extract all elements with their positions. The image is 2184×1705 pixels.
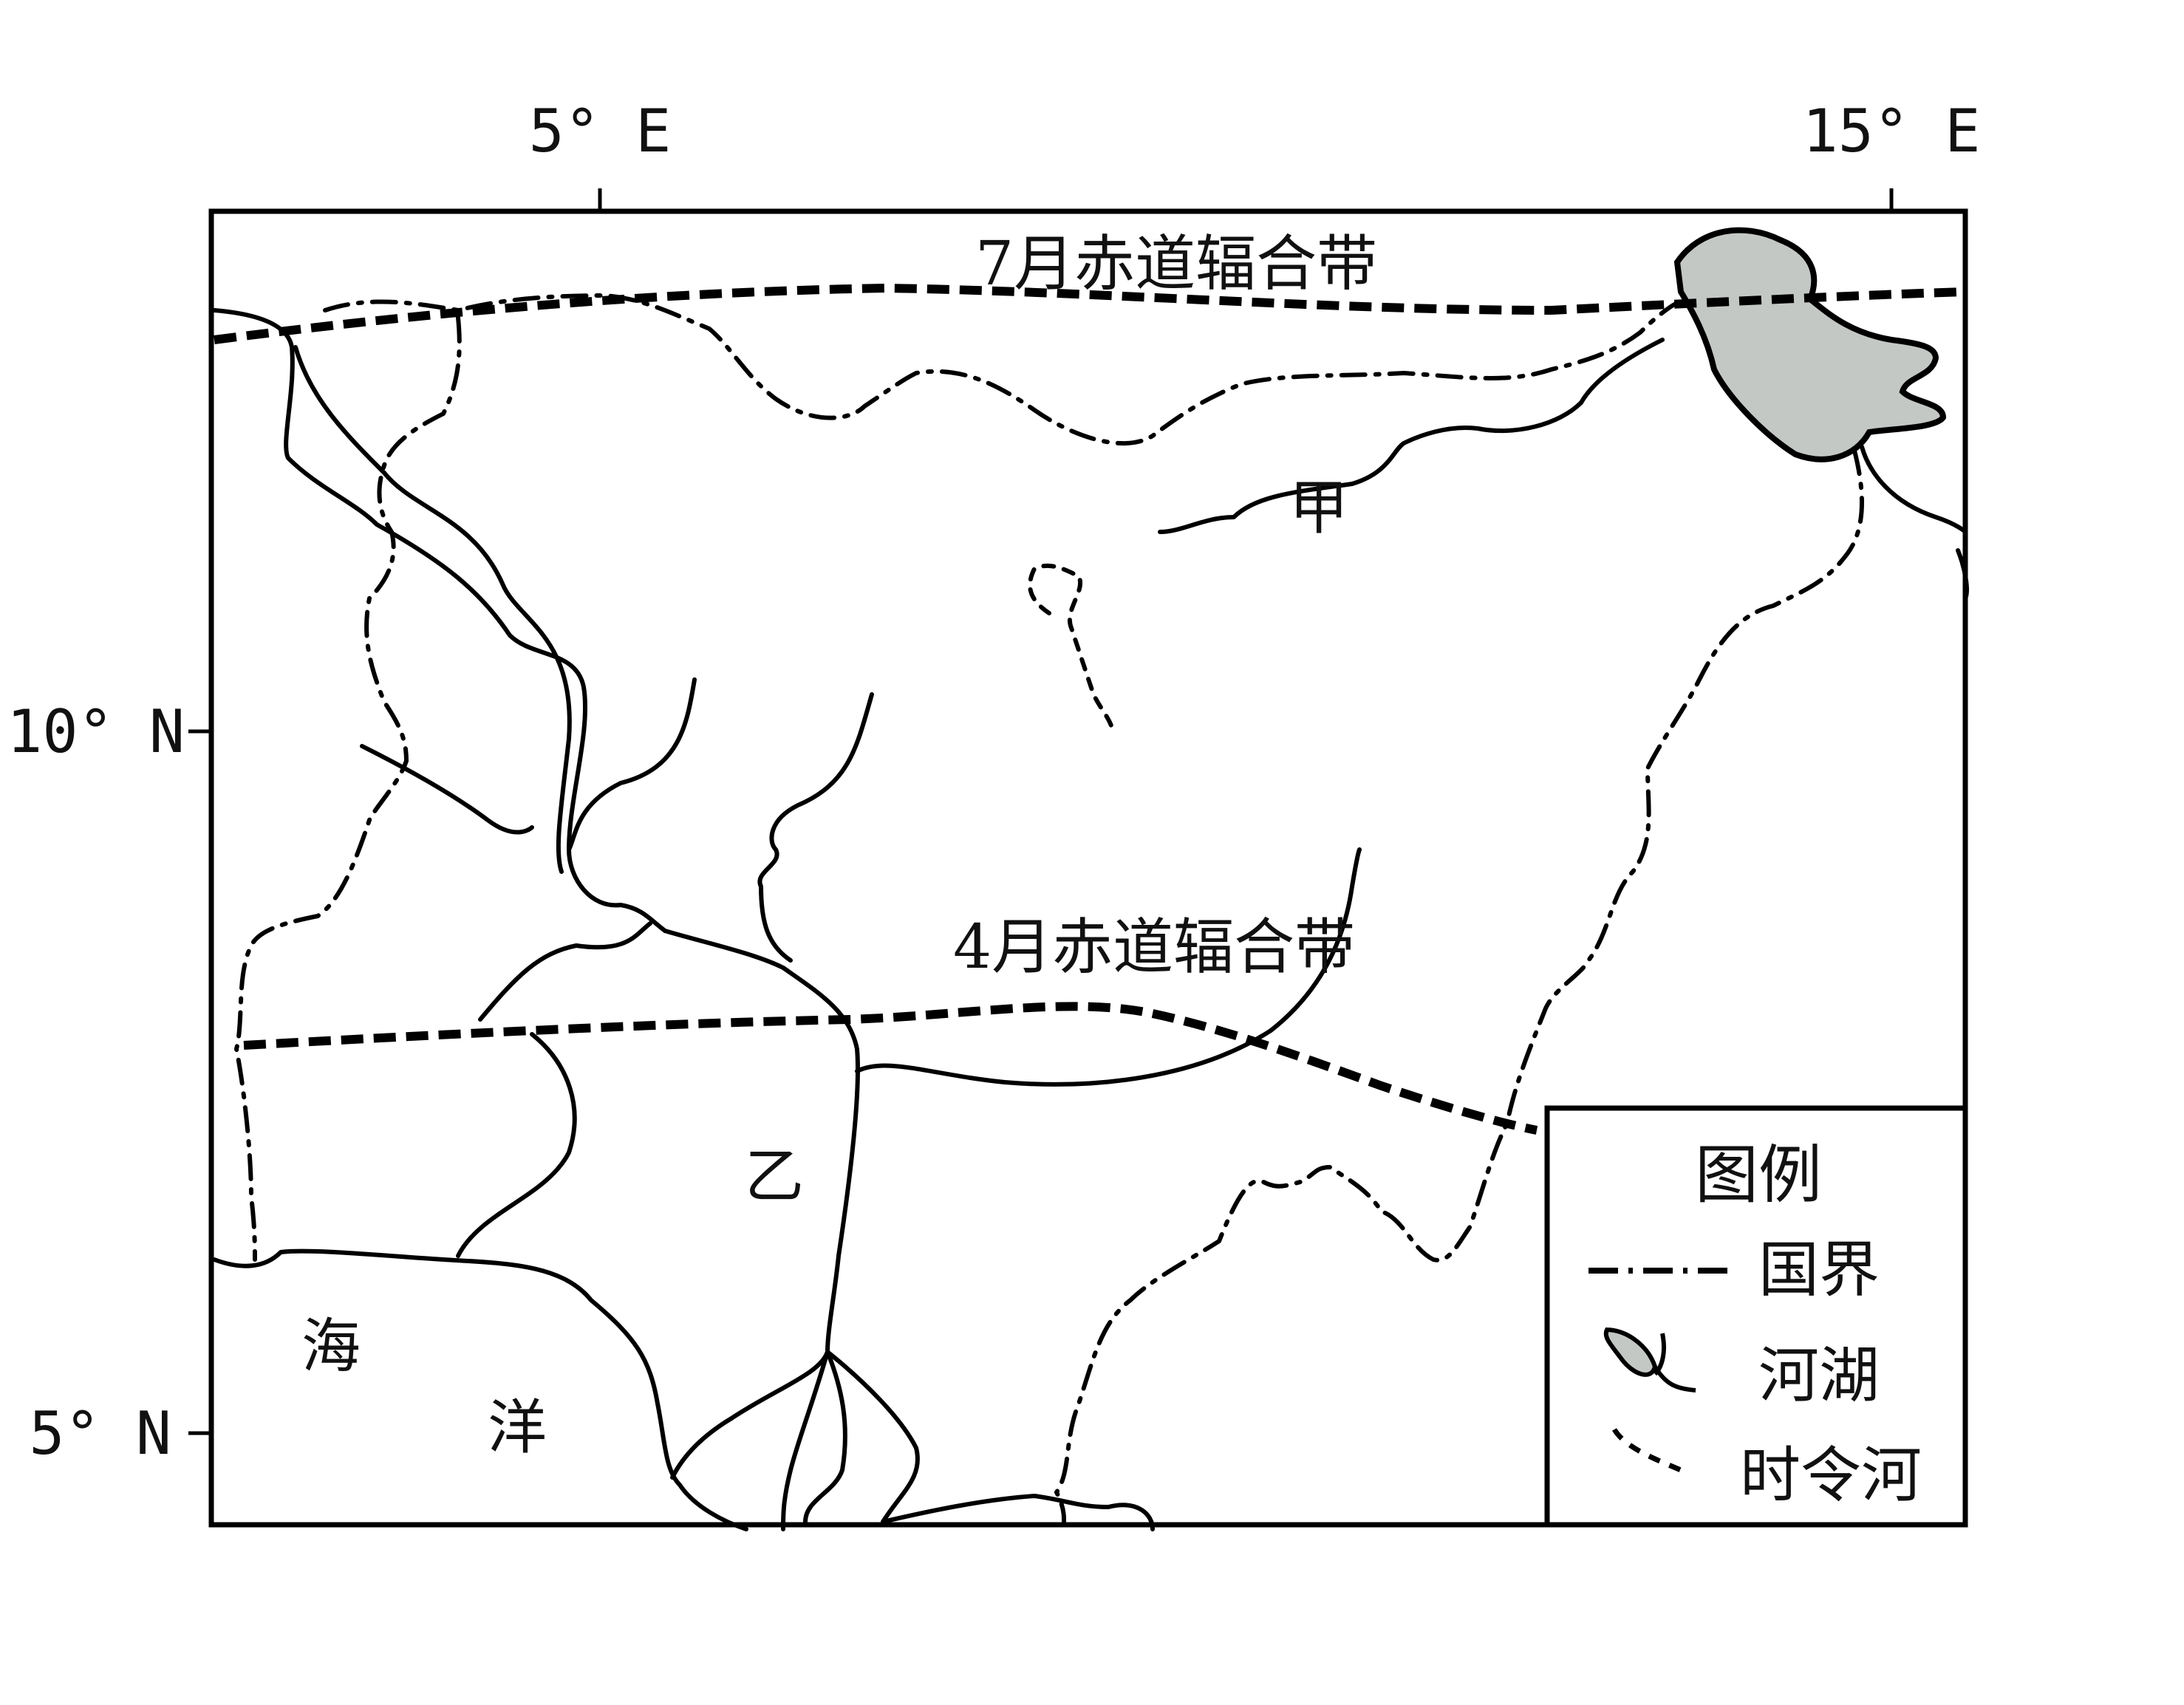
river-kaduna: [567, 677, 697, 852]
itcz-july-label: 7月赤道辐合带: [975, 229, 1377, 299]
lat-label-10n: 10° N: [7, 697, 185, 766]
river-komadugu: [1158, 338, 1665, 534]
rivers: [212, 308, 1969, 1531]
river-oshun: [456, 1032, 577, 1258]
label-ocean-2: 洋: [488, 1393, 547, 1462]
delta-branch-4: [825, 1350, 920, 1524]
east-river: [1860, 445, 1968, 534]
river-ogun: [478, 921, 652, 1022]
legend-title: 图例: [1695, 1138, 1822, 1212]
label-yi: 乙: [745, 1142, 804, 1211]
lon-label-15e: 15° E: [1803, 97, 1981, 165]
map-frame: [208, 208, 1968, 1528]
border-north: [323, 293, 1679, 446]
label-ocean-1: 海: [301, 1312, 361, 1381]
delta-branch-1: [670, 1350, 830, 1480]
river-benue: [855, 847, 1362, 1087]
legend-label-border: 国界: [1758, 1235, 1880, 1305]
river-lake-icon: [1603, 1327, 1696, 1393]
coastline-west: [212, 1248, 748, 1531]
label-jia: 甲: [1289, 474, 1348, 542]
border-benin: [233, 315, 462, 1262]
river-sokoto-a: [293, 345, 572, 874]
legend-label-seasonal: 时令河: [1740, 1441, 1922, 1511]
legend-box: [1544, 1105, 1968, 1528]
legend-label-river-lake: 河湖: [1758, 1341, 1880, 1411]
itcz-april-line: [243, 1002, 1538, 1135]
lake: [1673, 227, 1947, 462]
delta-branch-2: [781, 1350, 830, 1531]
legend: 图例 国界 河湖 时令河: [1544, 1105, 1968, 1528]
coordinate-grid: 5° E 15° E 10° N 5° N: [7, 97, 1980, 1468]
itcz-april-label: 4月赤道辐合带: [953, 912, 1355, 983]
seasonal-river: [1028, 563, 1114, 730]
river-gongola: [757, 692, 874, 963]
border-cameroon: [1054, 448, 1864, 1524]
lat-label-5n: 5° N: [29, 1399, 171, 1468]
lon-label-5e: 5° E: [529, 97, 672, 165]
river-sokoto-b: [360, 744, 534, 835]
river-niger-upper: [212, 308, 667, 933]
itcz-july-line: [214, 283, 1966, 344]
seasonal-river-icon: [1612, 1428, 1682, 1473]
borders: [233, 293, 1864, 1524]
cross-river: [881, 1494, 1155, 1531]
delta-branch-3: [803, 1350, 847, 1524]
river-niger-middle: [663, 929, 860, 1354]
